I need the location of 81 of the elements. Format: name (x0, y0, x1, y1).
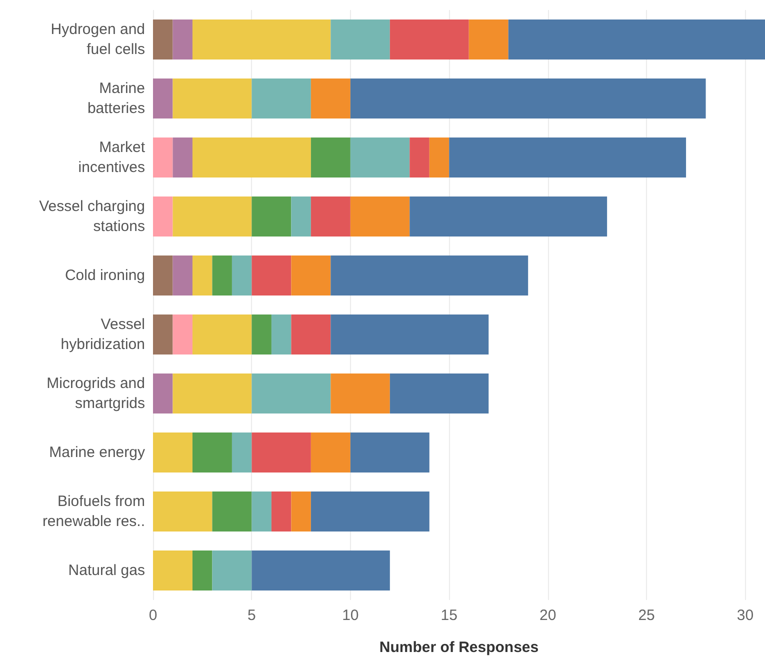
y-tick-label: Cold ironing (64, 267, 145, 284)
bar (310, 491, 430, 532)
bar (252, 196, 292, 237)
bar (291, 314, 331, 355)
y-tick-label: Hydrogen and fuel cells (50, 21, 145, 58)
bar (153, 78, 173, 119)
bar (390, 373, 489, 414)
y-tick-label: Vessel charging stations (39, 198, 145, 235)
y-tick-label: Microgrids and smartgrids (46, 375, 145, 412)
bar (350, 432, 430, 473)
bar (153, 19, 173, 60)
bar (350, 78, 706, 119)
bar (192, 255, 212, 296)
bar (310, 432, 350, 473)
bar (172, 314, 192, 355)
bar (291, 255, 331, 296)
y-tick-label: Marine batteries (87, 80, 145, 117)
bar (508, 19, 765, 60)
bar (192, 314, 252, 355)
bar (291, 491, 311, 532)
bar (252, 314, 272, 355)
bar (330, 19, 390, 60)
bar (153, 491, 212, 532)
bar (330, 255, 528, 296)
y-tick-label: Market incentives (78, 139, 146, 176)
bar (271, 314, 292, 355)
bar (172, 78, 252, 119)
bar (153, 255, 173, 296)
bar (212, 491, 252, 532)
bar (410, 137, 430, 178)
bar (192, 432, 232, 473)
bar (252, 491, 272, 532)
x-tick-label: 15 (440, 607, 458, 624)
bar (252, 255, 292, 296)
bar (252, 432, 311, 473)
bar (252, 78, 311, 119)
bar (212, 255, 232, 296)
bar (153, 432, 192, 473)
y-tick-label: Biofuels from renewable res.. (42, 493, 145, 530)
bar (192, 550, 212, 591)
x-tick-label: 20 (539, 607, 556, 624)
bar (232, 432, 252, 473)
bar (410, 196, 608, 237)
bar (271, 491, 292, 532)
bar (172, 196, 252, 237)
bar (429, 137, 450, 178)
bar (153, 314, 173, 355)
bar (468, 19, 508, 60)
bar (252, 373, 331, 414)
bar (310, 137, 350, 178)
bar (330, 373, 390, 414)
bar (172, 255, 192, 296)
bar (310, 78, 350, 119)
bar (153, 196, 173, 237)
y-tick-label: Vessel hybridization (60, 316, 145, 353)
bar (153, 373, 173, 414)
x-tick-label: 30 (736, 607, 754, 624)
x-tick-label: 25 (638, 607, 655, 624)
y-tick-label: Natural gas (68, 562, 145, 579)
bar (291, 196, 311, 237)
x-tick-label: 0 (148, 607, 158, 624)
bar (350, 196, 410, 237)
x-tick-label: 5 (248, 607, 256, 624)
bar (330, 314, 489, 355)
bar (310, 196, 350, 237)
bar (192, 137, 311, 178)
bar (449, 137, 686, 178)
bar (252, 550, 390, 591)
bar (212, 550, 252, 591)
x-tick-label: 10 (342, 607, 359, 624)
bar (153, 137, 173, 178)
bar (172, 137, 192, 178)
bar (232, 255, 252, 296)
bar (390, 19, 469, 60)
bar (153, 550, 192, 591)
bar (350, 137, 410, 178)
y-tick-label: Marine energy (49, 444, 146, 461)
bar (192, 19, 331, 60)
x-axis-title: Number of Responses (379, 639, 539, 656)
bar (172, 373, 252, 414)
bar (172, 19, 192, 60)
